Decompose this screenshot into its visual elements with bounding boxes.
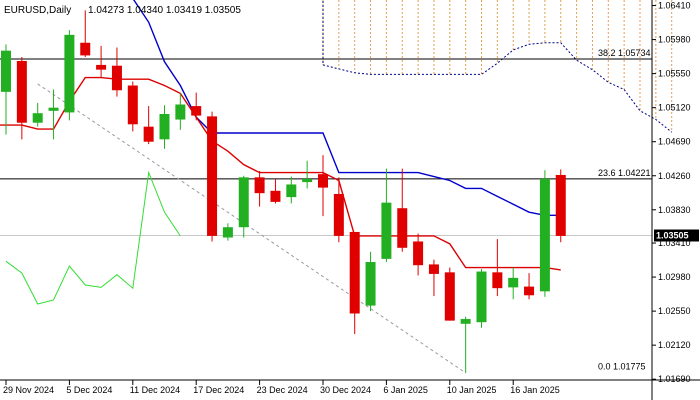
y-axis-ticks: 1.06410 1.05980 1.05550 1.05120 1.04690 1.042… (652, 1, 691, 384)
bull-candle (460, 319, 471, 324)
y-tick-label: 1.04690 (658, 137, 691, 147)
bear-candle (333, 193, 344, 236)
indicator-lines (0, 0, 561, 374)
bull-candle (175, 104, 186, 120)
y-tick-label: 1.05550 (658, 69, 691, 79)
bear-candle (555, 174, 566, 236)
bull-candle (1, 50, 11, 92)
bear-candle (524, 286, 535, 296)
bull-candle (381, 202, 392, 259)
y-tick-label: 1.03410 (658, 238, 691, 248)
x-tick-label: 23 Dec 2024 (257, 385, 308, 395)
y-tick-label: 1.02550 (658, 306, 691, 316)
y-tick-label: 1.03830 (658, 205, 691, 215)
fib-level-label: 23.6 1.04221 (598, 168, 651, 178)
trend-line (37, 83, 466, 374)
candles (1, 10, 566, 373)
y-tick-label: 1.05980 (658, 35, 691, 45)
bear-candle (96, 64, 107, 70)
bear-candle (270, 190, 281, 202)
bear-candle (143, 126, 154, 142)
x-axis-ticks: 29 Nov 2024 5 Dec 2024 11 Dec 2024 17 Dec 2… (3, 380, 560, 395)
x-tick-label: 17 Dec 2024 (193, 385, 244, 395)
bear-candle (428, 264, 439, 274)
x-tick-label: 6 Jan 2025 (383, 385, 428, 395)
bear-candle (444, 272, 455, 321)
bear-candle (80, 42, 91, 56)
x-tick-label: 30 Dec 2024 (320, 385, 371, 395)
bear-candle (207, 116, 218, 236)
bull-candle (32, 113, 43, 123)
bear-candle (397, 208, 408, 248)
bull-candle (539, 178, 550, 292)
bear-candle (191, 106, 202, 116)
x-tick-label: 10 Jan 2025 (447, 385, 497, 395)
bear-candle (413, 241, 424, 266)
bull-candle (302, 178, 313, 183)
current-price-box (654, 229, 699, 242)
x-tick-label: 29 Nov 2024 (3, 385, 54, 395)
x-tick-label: 5 Dec 2024 (66, 385, 112, 395)
bull-candle (238, 177, 249, 228)
fib-level-label: 0.0 1.01775 (598, 361, 646, 371)
bull-candle (286, 184, 297, 198)
x-tick-label: 11 Dec 2024 (130, 385, 180, 395)
y-tick-label: 1.04260 (658, 171, 691, 181)
kijun-sen-line (133, 0, 561, 217)
bear-candle (127, 85, 138, 125)
bear-candle (111, 65, 122, 91)
bear-candle (318, 174, 328, 188)
bear-candle (254, 177, 265, 194)
bull-candle (48, 107, 59, 111)
ichimoku-cloud (322, 0, 673, 133)
bull-candle (508, 277, 519, 288)
bull-candle (222, 227, 233, 238)
bull-candle (64, 34, 75, 113)
y-tick-label: 1.05120 (658, 103, 691, 113)
y-tick-label: 1.06410 (658, 1, 691, 11)
bull-candle (159, 114, 170, 140)
chikou-span-line (5, 170, 181, 305)
y-tick-label: 1.02120 (658, 340, 691, 350)
ohlc-values: 1.04273 1.04340 1.03419 1.03505 (88, 5, 241, 16)
bull-candle (476, 271, 487, 323)
current-price-label: 1.03505 (656, 231, 689, 241)
current-price-marker: 1.03505 (654, 229, 699, 242)
x-tick-label: 16 Jan 2025 (510, 385, 560, 395)
fib-level-label: 38.2 1.05734 (598, 48, 651, 58)
bull-candle (365, 262, 376, 306)
y-tick-label: 1.01690 (658, 374, 691, 384)
bear-candle (492, 272, 503, 289)
cloud-lower-edge (322, 42, 673, 133)
bear-candle (16, 60, 27, 123)
symbol-label: EURUSD,Daily (4, 5, 71, 16)
bear-candle (349, 231, 360, 314)
tenkan-sen-line (0, 76, 561, 271)
y-tick-label: 1.02980 (658, 272, 691, 282)
